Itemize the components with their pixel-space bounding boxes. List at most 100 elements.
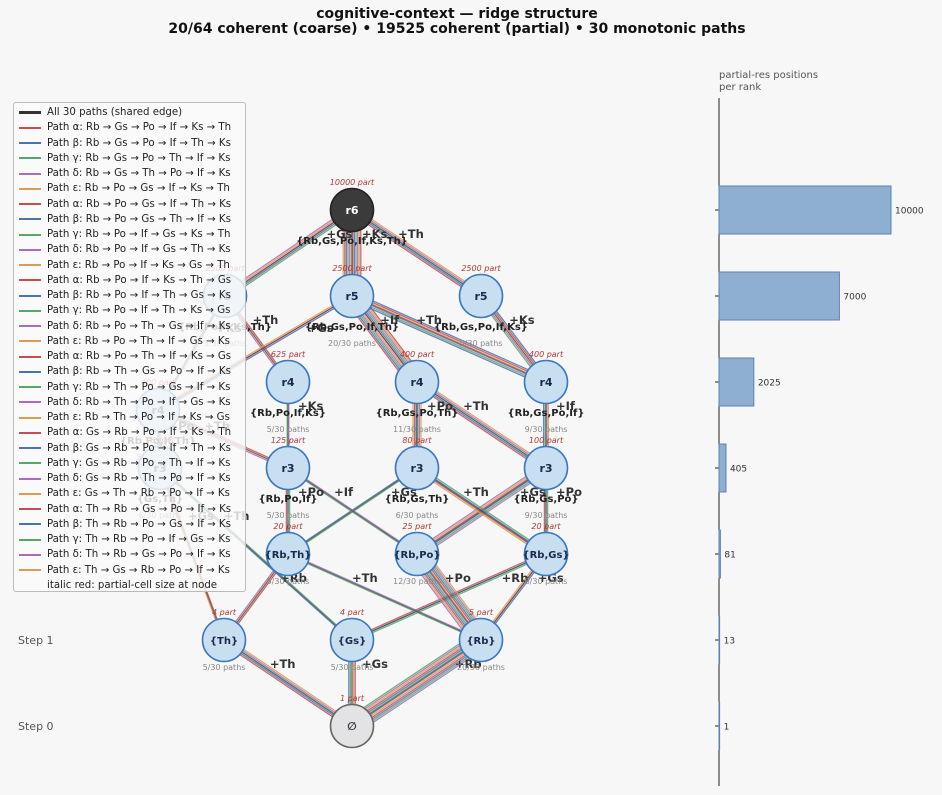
legend-swatch — [19, 508, 41, 510]
legend-item: Path δ: Gs → Rb → Th → Po → If → Ks — [19, 471, 231, 486]
legend-swatch — [19, 187, 41, 190]
legend-swatch — [19, 386, 41, 388]
edge-bundle — [287, 466, 418, 556]
legend-label: Path γ: Gs → Rb → Po → Th → If → Ks — [47, 457, 231, 469]
legend-item: All 30 paths (shared edge) — [19, 105, 182, 120]
path-line — [353, 642, 484, 730]
node-set-label: {Rb,Gs,Po,Th} — [376, 408, 459, 419]
legend-label: Path α: Th → Rb → Gs → Po → If → Ks — [47, 503, 232, 515]
path-line — [415, 382, 546, 470]
legend-label: Path β: Rb → Gs → Po → If → Th → Ks — [47, 137, 231, 149]
path-line — [418, 470, 549, 558]
path-line — [349, 212, 480, 300]
node-set-label: {Rb,Gs,Po,If,Ks,Th} — [296, 236, 408, 247]
legend-swatch — [19, 584, 41, 586]
legend-item: Path ε: Th → Gs → Rb → Po → If → Ks — [19, 563, 230, 578]
bar-rank-1 — [718, 615, 721, 665]
path-line — [348, 634, 479, 722]
shared-edge-line — [223, 639, 353, 727]
legend: All 30 paths (shared edge) Path α: Rb → G… — [13, 102, 246, 592]
legend-label: Path δ: Th → Rb → Gs → Po → If → Ks — [47, 549, 231, 561]
legend-swatch — [19, 523, 41, 526]
legend-item: Path β: Rb → Th → Gs → Po → If → Ks — [19, 364, 231, 379]
node-label: {Rb,Gs} — [522, 550, 569, 561]
node-circle — [394, 445, 440, 491]
legend-label: Path γ: Rb → Po → If → Gs → Ks → Th — [47, 229, 231, 240]
path-line — [350, 297, 546, 385]
chart-subtitle: 20/64 coherent (coarse) • 19525 coherent… — [168, 21, 746, 37]
edge-label: +Rb — [502, 571, 529, 585]
path-line — [417, 380, 548, 468]
node-part-count: 400 part — [400, 350, 435, 359]
edge-label: +Th — [352, 571, 378, 585]
path-line — [349, 636, 480, 724]
path-line — [414, 384, 545, 472]
legend-item: Path γ: Rb → Po → If → Gs → Ks → Th — [19, 227, 230, 242]
path-line — [352, 641, 483, 729]
node-set-label: {Rb,Gs,Po} — [513, 494, 578, 505]
node-part-count: 10000 part — [330, 178, 375, 187]
legend-item: Path ε: Rb → Th → Po → If → Ks → Gs — [19, 410, 230, 425]
path-line — [224, 638, 354, 726]
edge-bundle — [415, 465, 548, 557]
legend-item: Path γ: Rb → Gs → Po → Th → If → Ks — [19, 151, 230, 166]
edge-label: +Ks — [509, 313, 535, 327]
right-bar-panel: 10000 7000 2025 405 81 13 1 — [715, 98, 924, 786]
path-line — [355, 645, 486, 733]
edge-bundle — [349, 206, 484, 300]
edge-label: +Po — [445, 571, 471, 585]
node-circle — [458, 617, 504, 663]
node-label: {Th} — [210, 636, 238, 647]
node-circle — [458, 273, 504, 319]
legend-label: Path ε: Rb → Po → Gs → If → Ks → Th — [47, 183, 230, 195]
path-line — [356, 646, 487, 734]
legend-swatch — [19, 538, 41, 541]
legend-item: Path β: Rb → Po → Gs → Th → If → Ks — [19, 212, 231, 227]
legend-item: Path α: Rb → Po → Gs → If → Th → Ks — [19, 197, 231, 212]
legend-swatch — [19, 553, 41, 556]
edge-label: +Th — [398, 227, 424, 241]
path-line — [222, 640, 352, 728]
node-path-count: 9/30 paths — [525, 425, 568, 434]
path-line — [417, 466, 547, 554]
bar-rank-0 — [718, 701, 721, 751]
node-label: {Rb,Th} — [265, 550, 312, 561]
legend-swatch — [19, 370, 41, 373]
legend-swatch — [19, 218, 41, 221]
legend-item: Path γ: Rb → Th → Po → Gs → If → Ks — [19, 380, 230, 395]
node-circle — [201, 617, 247, 663]
node-set-label: {Rb,Gs,Po,If,Th} — [305, 322, 399, 333]
legend-label: Path δ: Rb → Po → Th → Gs → If → Ks — [47, 320, 231, 332]
node-circle — [394, 531, 440, 577]
node-circle — [329, 187, 375, 233]
node-label: r6 — [345, 204, 358, 217]
node-circle — [523, 445, 569, 491]
node-r4a: r4 625 part {Rb,Po,If,Ks} 5/30 paths — [250, 350, 326, 434]
legend-item: Path α: Rb → Po → Th → If → Ks → Gs — [19, 349, 231, 364]
legend-item: Path δ: Th → Rb → Gs → Po → If → Ks — [19, 547, 231, 562]
edge-label: +Po — [427, 399, 453, 413]
shared-edge-line — [351, 209, 482, 297]
path-line — [351, 638, 481, 726]
node-circle — [329, 617, 375, 663]
right-panel-title-line1: partial-res positions — [719, 70, 819, 81]
legend-label: Path γ: Rb → Po → If → Th → Ks → Gs — [47, 305, 231, 317]
legend-swatch — [19, 477, 41, 480]
legend-item: Path ε: Rb → Po → Gs → If → Ks → Th — [19, 181, 230, 196]
bar-value-label: 1 — [724, 723, 730, 733]
node-r2a: {Rb,Th} 20 part 5/30 paths — [265, 522, 312, 586]
node-part-count: 4 part — [212, 608, 237, 617]
legend-label: Path β: Th → Rb → Po → Gs → If → Ks — [47, 518, 231, 530]
bar-value-label: 13 — [724, 637, 735, 647]
bar-rank-2 — [718, 529, 721, 579]
node-r3c: r3 100 part {Rb,Gs,Po} 9/30 paths — [513, 436, 578, 520]
node-label: r3 — [539, 462, 552, 475]
node-r1b: {Gs} 4 part 5/30 paths — [329, 608, 375, 672]
node-r5c: r5 2500 part {Rb,Gs,Po,If,Ks} 5/30 paths — [434, 264, 528, 348]
legend-swatch — [19, 431, 41, 434]
bar-value-label: 81 — [724, 551, 735, 561]
node-path-count: 20/30 paths — [328, 339, 376, 348]
node-path-count: 5/30 paths — [267, 425, 310, 434]
node-circle — [523, 531, 569, 577]
node-part-count: 20 part — [531, 522, 561, 531]
